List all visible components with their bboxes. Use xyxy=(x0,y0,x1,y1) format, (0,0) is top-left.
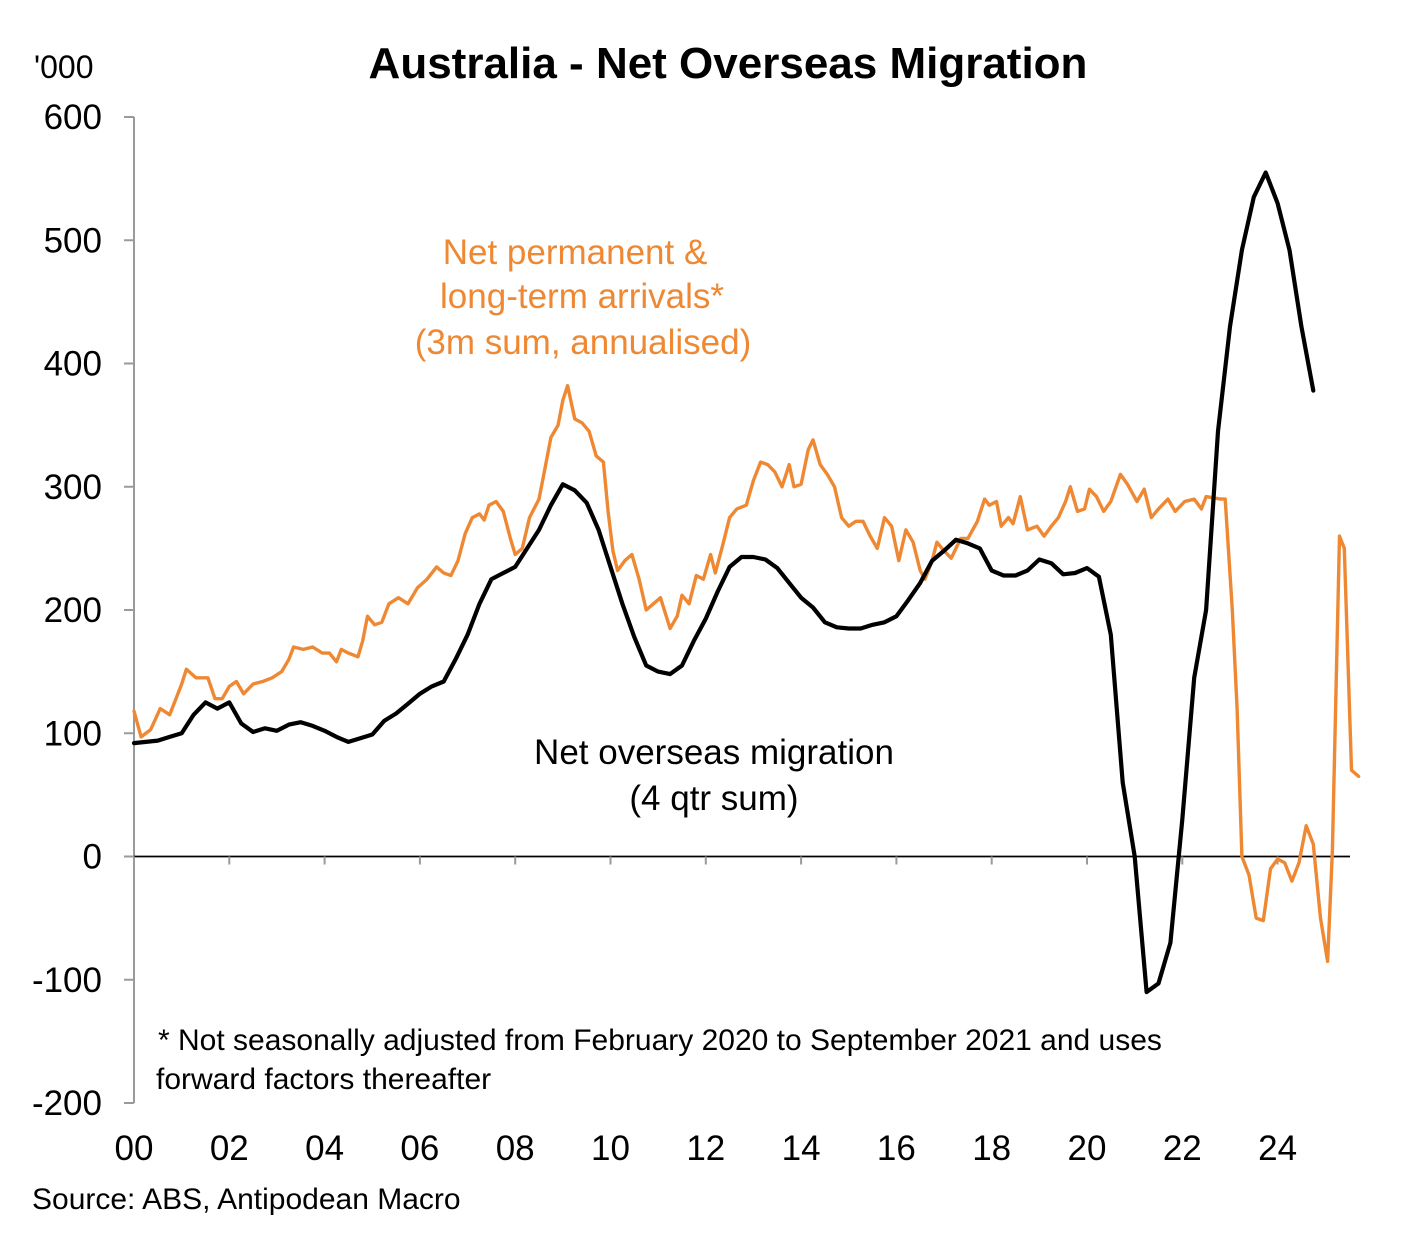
y-tick-label: -200 xyxy=(32,1084,102,1123)
orange-series-label-line-1: Net permanent & xyxy=(443,233,708,272)
x-tick-label: 02 xyxy=(210,1129,249,1168)
x-tick-label: 00 xyxy=(115,1129,154,1168)
footnote-line-1: * Not seasonally adjusted from February … xyxy=(158,1024,1162,1057)
x-tick-label: 04 xyxy=(305,1129,344,1168)
x-axis: 00 02 04 06 08 10 12 14 16 18 20 22 24 xyxy=(115,855,1350,1168)
y-tick-label: -100 xyxy=(32,961,102,1000)
footnote-line-2: forward factors thereafter xyxy=(156,1063,491,1096)
net-overseas-migration-line xyxy=(131,170,1316,995)
y-tick-label: 500 xyxy=(44,221,102,260)
black-series-label-line-2: (4 qtr sum) xyxy=(629,779,798,818)
x-tick-label: 22 xyxy=(1163,1129,1202,1168)
y-tick-label: 600 xyxy=(44,98,102,137)
y-tick-label: 200 xyxy=(44,591,102,630)
y-axis: 600 500 400 300 200 100 0 -100 -200 xyxy=(32,98,135,1123)
x-tick-label: 12 xyxy=(686,1129,725,1168)
y-axis-unit-label: '000 xyxy=(34,49,94,85)
orange-series-label-line-3: (3m sum, annualised) xyxy=(415,323,752,362)
x-tick-label: 06 xyxy=(400,1129,439,1168)
x-tick-label: 14 xyxy=(782,1129,821,1168)
series-layer xyxy=(131,170,1361,995)
x-tick-label: 20 xyxy=(1068,1129,1107,1168)
x-tick-label: 16 xyxy=(877,1129,916,1168)
footnote: * Not seasonally adjusted from February … xyxy=(156,1024,1162,1096)
chart-title: Australia - Net Overseas Migration xyxy=(369,39,1088,88)
x-tick-label: 08 xyxy=(496,1129,535,1168)
y-tick-label: 100 xyxy=(44,714,102,753)
black-series-label-line-1: Net overseas migration xyxy=(534,733,894,772)
y-tick-label: 400 xyxy=(44,345,102,384)
x-tick-label: 24 xyxy=(1258,1129,1297,1168)
series-labels: Net permanent & long-term arrivals* (3m … xyxy=(415,233,894,818)
orange-series-label-line-2: long-term arrivals* xyxy=(440,277,724,316)
source-label: Source: ABS, Antipodean Macro xyxy=(32,1183,461,1216)
x-tick-label: 10 xyxy=(591,1129,630,1168)
net-permanent-long-term-arrivals-line xyxy=(132,384,1361,963)
y-tick-label: 300 xyxy=(44,468,102,507)
y-tick-label: 0 xyxy=(83,838,102,877)
x-tick-label: 18 xyxy=(972,1129,1011,1168)
